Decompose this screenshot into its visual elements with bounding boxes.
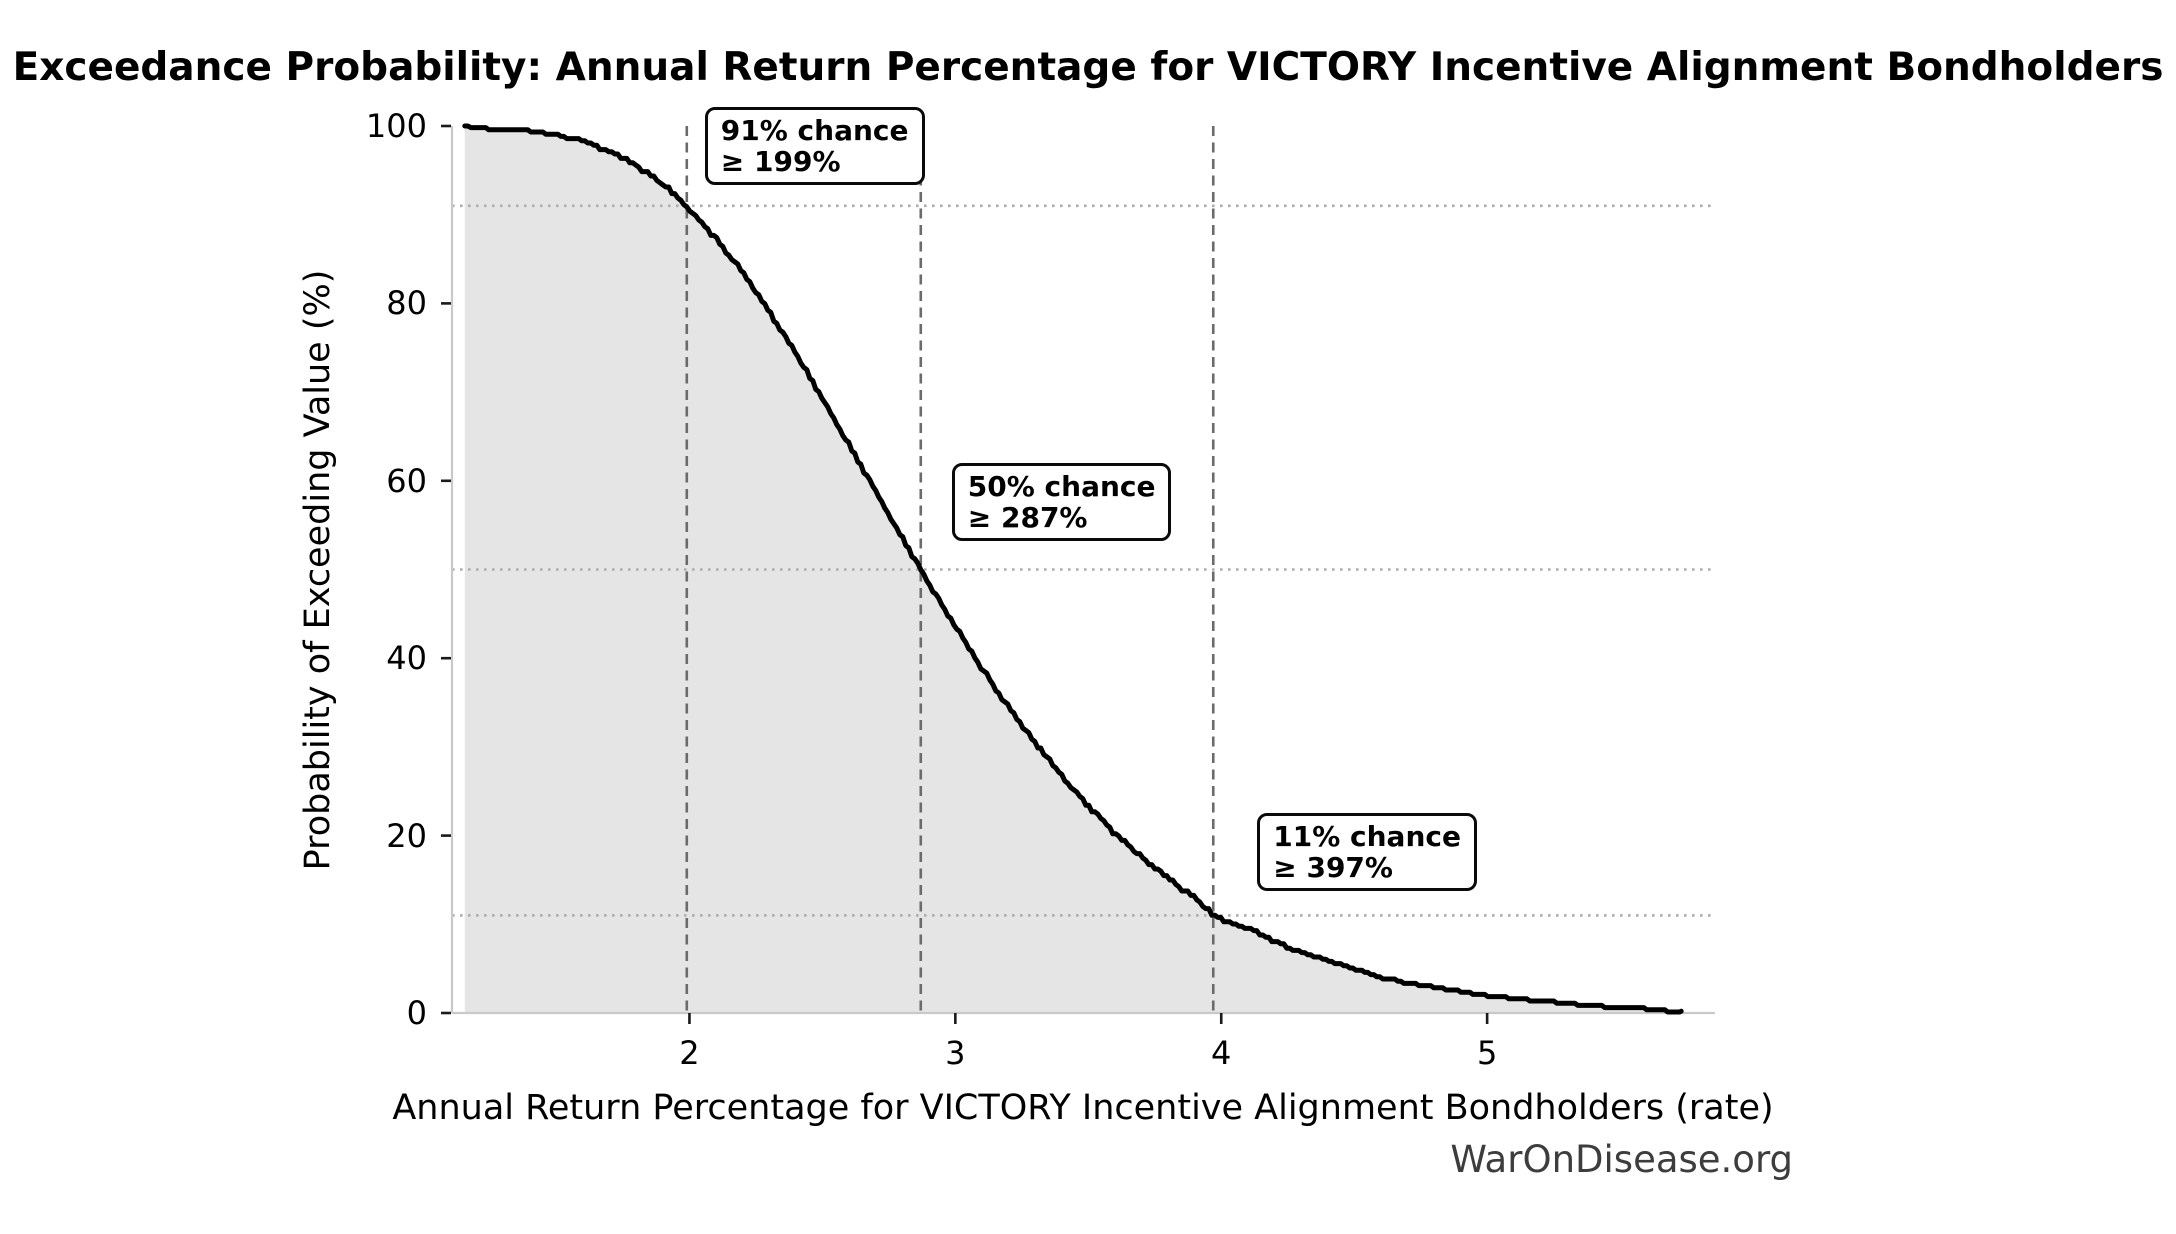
annotation-line1: 50% chance — [967, 469, 1156, 503]
watermark: WarOnDisease.org — [1450, 1138, 1793, 1181]
y-tick-label-20: 20 — [386, 816, 427, 855]
exceedance-curve — [462, 123, 1684, 1015]
annotation-line2: ≥ 287% — [967, 500, 1088, 534]
x-tick-label-5: 5 — [1476, 1034, 1498, 1072]
y-tick-label-60: 60 — [386, 461, 427, 500]
y-tick-label-40: 40 — [386, 639, 427, 678]
annotation-50-chance: 50% chance ≥ 287% — [951, 462, 1172, 541]
y-tick-label-80: 80 — [386, 284, 427, 323]
x-axis-label: Annual Return Percentage for VICTORY Inc… — [392, 1088, 1774, 1128]
curve-fill-area — [464, 126, 1682, 1013]
annotation-91-chance: 91% chance ≥ 199% — [704, 106, 925, 185]
y-tick-label-100: 100 — [365, 107, 427, 145]
annotation-line1: 91% chance — [720, 113, 909, 147]
y-axis-label: Probability of Exceeding Value (%) — [298, 269, 338, 871]
x-tick-label-2: 2 — [679, 1034, 700, 1072]
x-tick-label-4: 4 — [1211, 1034, 1232, 1072]
chart-title: Exceedance Probability: Annual Return Pe… — [12, 45, 2164, 90]
annotation-line2: ≥ 397% — [1273, 851, 1393, 885]
x-tick-label-3: 3 — [945, 1034, 966, 1072]
annotation-line2: ≥ 199% — [720, 144, 841, 178]
y-tick-label-0: 0 — [406, 994, 427, 1032]
annotation-line1: 11% chance — [1273, 820, 1461, 854]
annotation-11-chance: 11% chance ≥ 397% — [1257, 813, 1477, 892]
